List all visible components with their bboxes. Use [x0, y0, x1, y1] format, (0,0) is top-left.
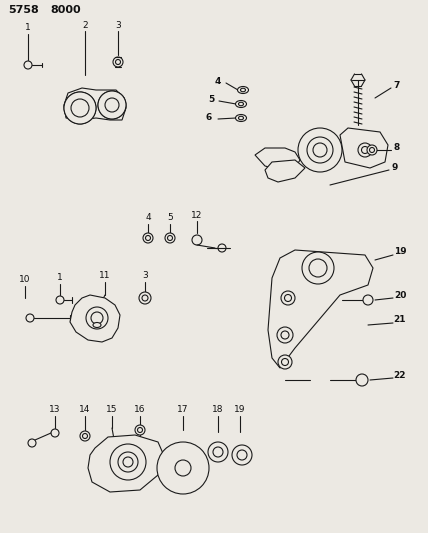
Circle shape [237, 450, 247, 460]
Text: 8000: 8000 [50, 5, 80, 15]
Circle shape [175, 460, 191, 476]
Circle shape [192, 235, 202, 245]
Text: 20: 20 [394, 290, 406, 300]
Circle shape [277, 327, 293, 343]
Text: 8: 8 [394, 143, 400, 152]
Circle shape [137, 427, 143, 432]
Circle shape [98, 91, 126, 119]
Circle shape [56, 296, 64, 304]
Circle shape [64, 92, 96, 124]
Text: 22: 22 [394, 370, 406, 379]
Polygon shape [340, 128, 388, 168]
Circle shape [285, 295, 291, 302]
Ellipse shape [238, 116, 244, 120]
Circle shape [142, 295, 148, 301]
Circle shape [98, 91, 126, 119]
Circle shape [313, 143, 327, 157]
Text: 19: 19 [394, 247, 406, 256]
Circle shape [64, 92, 96, 124]
Text: 3: 3 [142, 271, 148, 280]
Circle shape [123, 457, 133, 467]
Text: 7: 7 [394, 80, 400, 90]
Circle shape [363, 295, 373, 305]
Circle shape [24, 61, 32, 69]
Circle shape [86, 307, 108, 329]
Polygon shape [265, 160, 305, 182]
Circle shape [28, 439, 36, 447]
Polygon shape [70, 295, 120, 342]
Circle shape [298, 128, 342, 172]
Circle shape [309, 259, 327, 277]
Circle shape [208, 442, 228, 462]
Text: 16: 16 [134, 406, 146, 415]
Ellipse shape [235, 115, 247, 122]
Circle shape [157, 442, 209, 494]
Circle shape [218, 244, 226, 252]
Circle shape [356, 374, 368, 386]
Text: 5758: 5758 [8, 5, 39, 15]
Circle shape [232, 445, 252, 465]
Text: 1: 1 [57, 273, 63, 282]
Text: 14: 14 [79, 406, 91, 415]
Circle shape [91, 312, 103, 324]
Circle shape [358, 143, 372, 157]
Text: 2: 2 [82, 20, 88, 29]
Circle shape [113, 57, 123, 67]
Text: 21: 21 [394, 316, 406, 325]
Text: 11: 11 [99, 271, 111, 280]
Text: 15: 15 [106, 406, 118, 415]
Circle shape [367, 145, 377, 155]
Circle shape [143, 233, 153, 243]
Circle shape [139, 292, 151, 304]
Text: 18: 18 [212, 406, 224, 415]
Circle shape [110, 444, 146, 480]
Ellipse shape [241, 88, 246, 92]
Circle shape [105, 98, 119, 112]
Circle shape [281, 331, 289, 339]
Circle shape [118, 452, 138, 472]
Polygon shape [88, 435, 165, 492]
Text: 12: 12 [191, 211, 203, 220]
Text: 1: 1 [25, 23, 31, 33]
Circle shape [278, 355, 292, 369]
Text: 6: 6 [206, 114, 212, 123]
Text: 10: 10 [19, 276, 31, 285]
Circle shape [281, 291, 295, 305]
Text: 17: 17 [177, 406, 189, 415]
Circle shape [116, 60, 121, 64]
Text: 9: 9 [392, 164, 398, 173]
Text: 19: 19 [234, 406, 246, 415]
Circle shape [213, 447, 223, 457]
Circle shape [83, 433, 87, 439]
Polygon shape [255, 148, 300, 170]
Circle shape [71, 99, 89, 117]
Text: 5: 5 [167, 214, 173, 222]
Ellipse shape [238, 102, 244, 106]
Circle shape [80, 431, 90, 441]
Text: 3: 3 [115, 20, 121, 29]
Polygon shape [64, 88, 126, 120]
Circle shape [282, 359, 288, 366]
Ellipse shape [238, 86, 249, 93]
Text: 5: 5 [208, 95, 214, 104]
Circle shape [51, 429, 59, 437]
Circle shape [302, 252, 334, 284]
Circle shape [362, 147, 369, 154]
Ellipse shape [235, 101, 247, 108]
Polygon shape [268, 250, 373, 368]
Ellipse shape [93, 322, 101, 327]
Circle shape [105, 98, 119, 112]
Text: 4: 4 [145, 214, 151, 222]
Circle shape [71, 99, 89, 117]
Circle shape [135, 425, 145, 435]
Circle shape [146, 236, 151, 240]
Circle shape [167, 236, 172, 240]
Circle shape [165, 233, 175, 243]
Circle shape [307, 137, 333, 163]
Circle shape [369, 148, 374, 152]
Text: 13: 13 [49, 406, 61, 415]
Circle shape [26, 314, 34, 322]
Text: 4: 4 [215, 77, 221, 86]
